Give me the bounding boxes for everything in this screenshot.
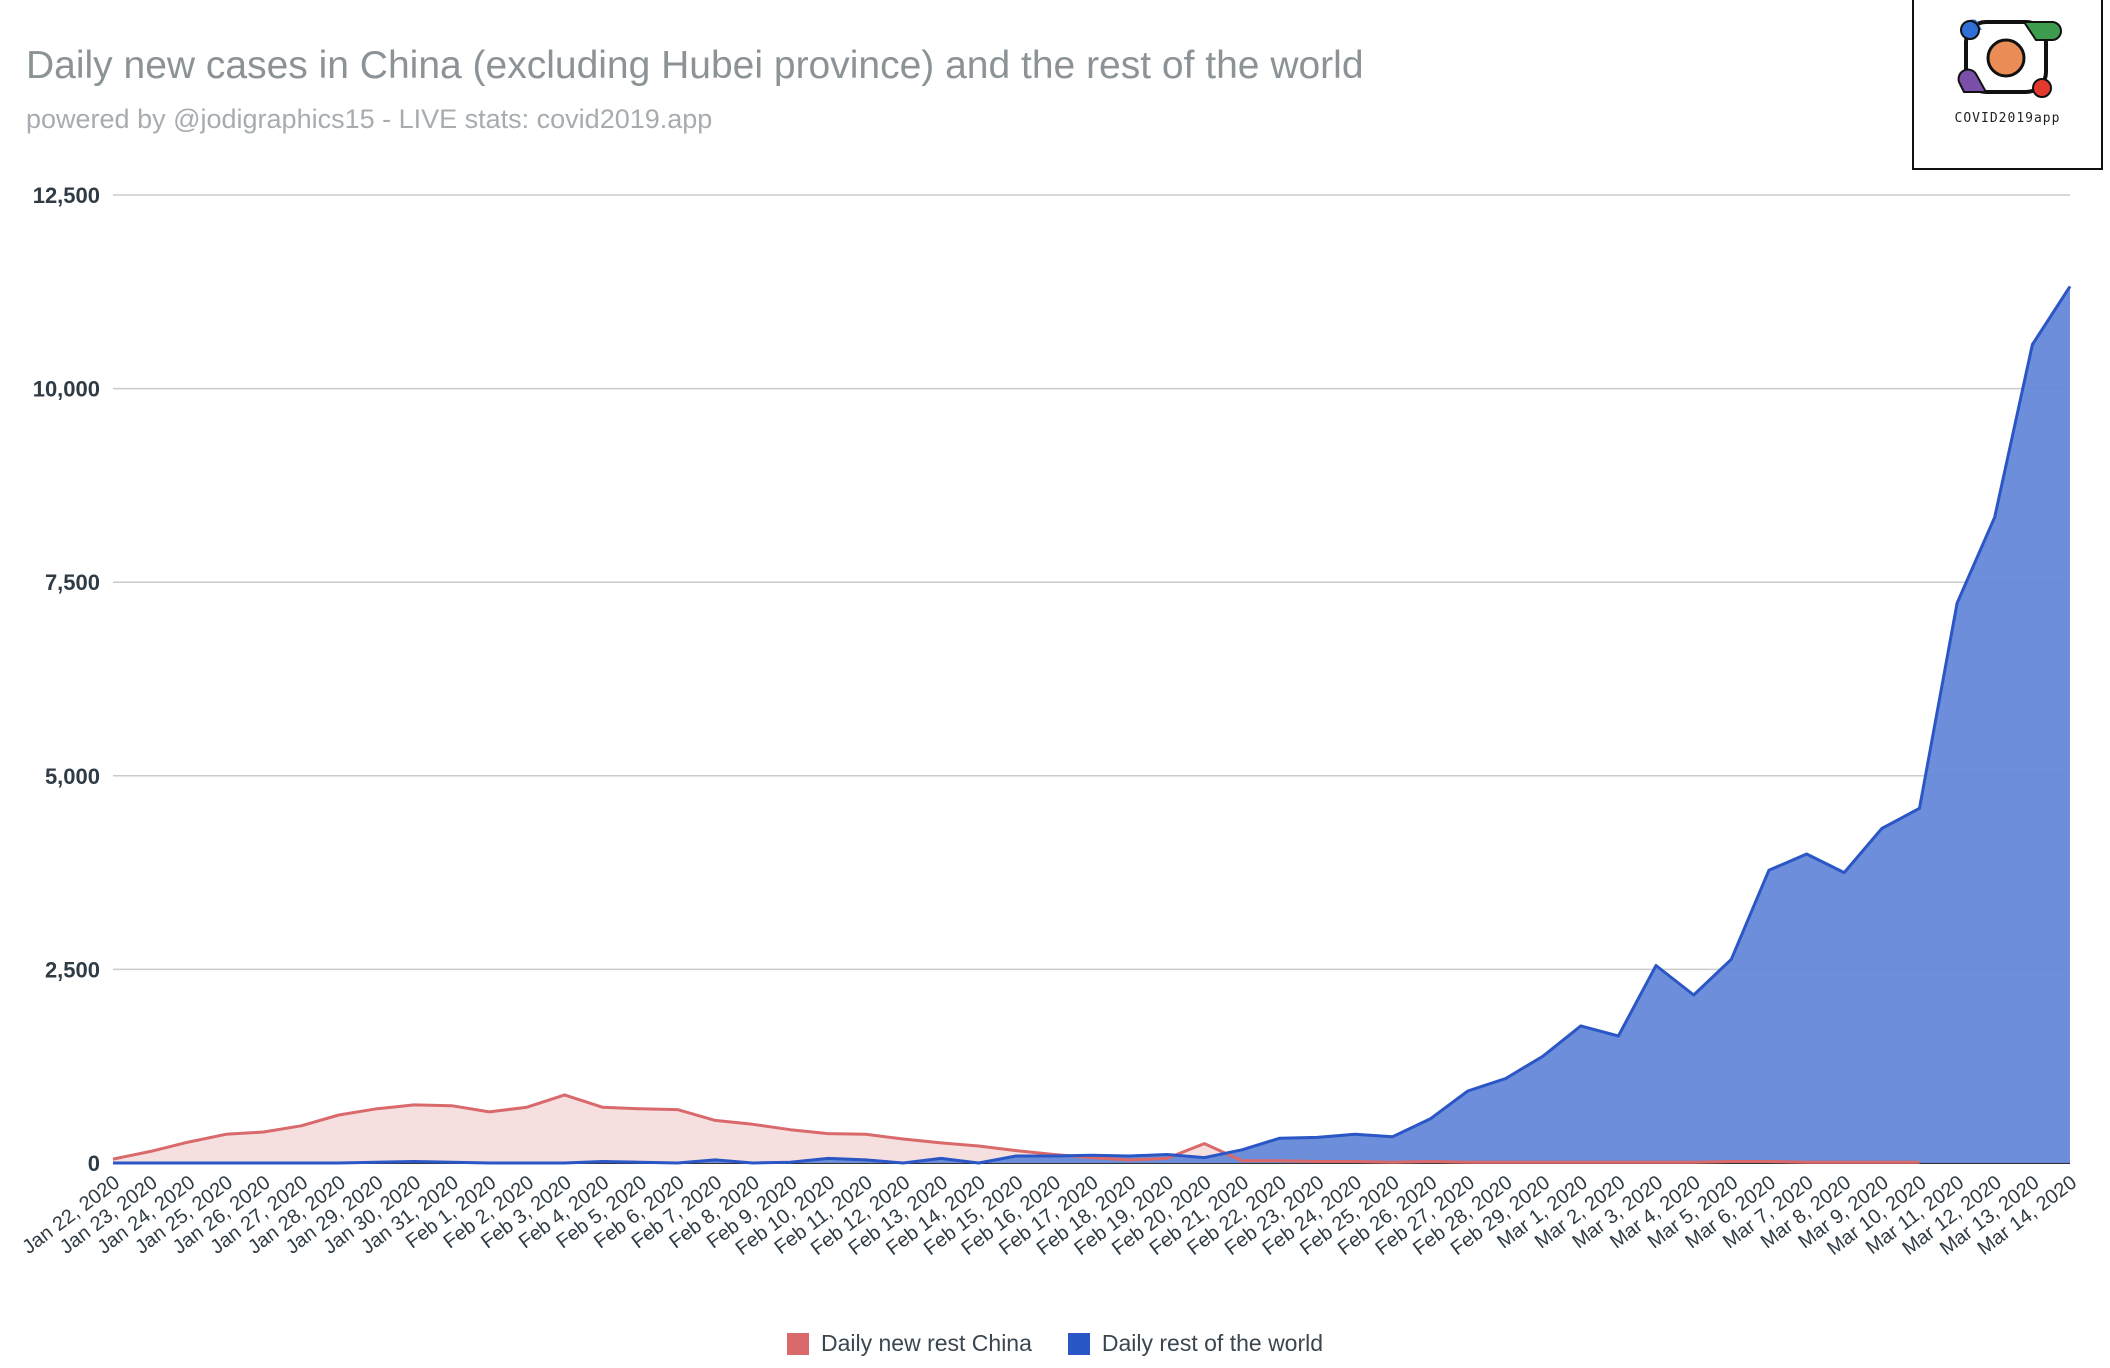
series-area-0 bbox=[113, 1094, 1920, 1163]
chart-subtitle: powered by @jodigraphics15 - LIVE stats:… bbox=[26, 104, 713, 134]
legend-item[interactable]: Daily new rest China bbox=[786, 1330, 1032, 1357]
y-tick-label: 10,000 bbox=[33, 377, 100, 402]
y-tick-label: 7,500 bbox=[45, 570, 100, 595]
legend: Daily new rest China Daily rest of the wo… bbox=[0, 1330, 2110, 1357]
y-tick-label: 2,500 bbox=[45, 957, 100, 982]
area-chart: 0 2,500 5,000 7,500 10,000 12,500 Jan 22, 202… bbox=[18, 183, 2081, 1260]
legend-label: Daily rest of the world bbox=[1101, 1330, 1324, 1356]
legend-swatch bbox=[1067, 1332, 1090, 1355]
y-tick-label: 12,500 bbox=[33, 183, 100, 208]
series-area-1 bbox=[113, 286, 2070, 1163]
covid2019app-logo-icon bbox=[1957, 19, 2062, 98]
series-line-1 bbox=[113, 285, 2072, 1165]
y-tick-label: 5,000 bbox=[45, 764, 100, 789]
legend-swatch bbox=[786, 1332, 809, 1355]
series-areas bbox=[113, 286, 2070, 1163]
series-line-0 bbox=[112, 1093, 1920, 1164]
logo[interactable]: COVID2019app bbox=[1912, 0, 2103, 170]
chart-title: Daily new cases in China (excluding Hube… bbox=[26, 44, 1364, 87]
y-tick-label: 0 bbox=[88, 1151, 100, 1176]
legend-item[interactable]: Daily rest of the world bbox=[1067, 1330, 1324, 1357]
legend-label: Daily new rest China bbox=[820, 1330, 1032, 1356]
series-lines bbox=[112, 285, 2072, 1165]
logo-text: COVID2019app bbox=[1954, 111, 2061, 126]
y-axis: 0 2,500 5,000 7,500 10,000 12,500 bbox=[33, 183, 100, 1176]
